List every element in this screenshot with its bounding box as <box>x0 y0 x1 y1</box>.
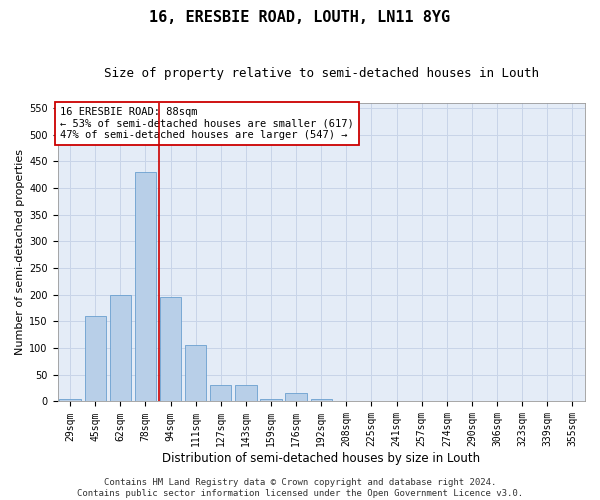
Bar <box>286 394 307 402</box>
Bar <box>85 316 106 402</box>
Y-axis label: Number of semi-detached properties: Number of semi-detached properties <box>15 149 25 355</box>
Bar <box>311 399 332 402</box>
Bar <box>260 399 281 402</box>
Bar <box>135 172 156 402</box>
Text: 16 ERESBIE ROAD: 88sqm
← 53% of semi-detached houses are smaller (617)
47% of se: 16 ERESBIE ROAD: 88sqm ← 53% of semi-det… <box>60 107 354 140</box>
Text: 16, ERESBIE ROAD, LOUTH, LN11 8YG: 16, ERESBIE ROAD, LOUTH, LN11 8YG <box>149 10 451 25</box>
Bar <box>210 386 232 402</box>
Bar <box>160 298 181 402</box>
Bar <box>59 399 81 402</box>
Bar <box>110 294 131 402</box>
Text: Contains HM Land Registry data © Crown copyright and database right 2024.
Contai: Contains HM Land Registry data © Crown c… <box>77 478 523 498</box>
Bar <box>235 386 257 402</box>
X-axis label: Distribution of semi-detached houses by size in Louth: Distribution of semi-detached houses by … <box>162 452 481 465</box>
Bar <box>185 346 206 402</box>
Title: Size of property relative to semi-detached houses in Louth: Size of property relative to semi-detach… <box>104 68 539 80</box>
